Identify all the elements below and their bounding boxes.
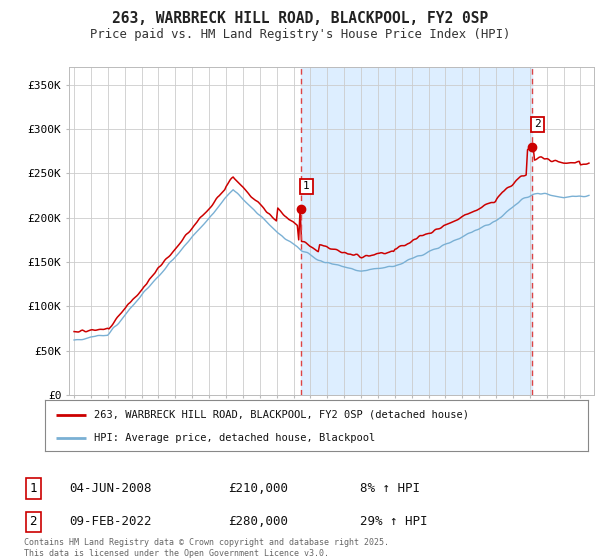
Text: HPI: Average price, detached house, Blackpool: HPI: Average price, detached house, Blac… xyxy=(94,433,375,443)
Text: 2: 2 xyxy=(534,119,541,129)
Text: 09-FEB-2022: 09-FEB-2022 xyxy=(69,515,151,529)
Text: Contains HM Land Registry data © Crown copyright and database right 2025.
This d: Contains HM Land Registry data © Crown c… xyxy=(24,538,389,558)
Text: £280,000: £280,000 xyxy=(228,515,288,529)
Text: £210,000: £210,000 xyxy=(228,482,288,495)
Text: 1: 1 xyxy=(303,181,310,192)
Text: 1: 1 xyxy=(29,482,37,495)
Text: 263, WARBRECK HILL ROAD, BLACKPOOL, FY2 0SP (detached house): 263, WARBRECK HILL ROAD, BLACKPOOL, FY2 … xyxy=(94,409,469,419)
Text: Price paid vs. HM Land Registry's House Price Index (HPI): Price paid vs. HM Land Registry's House … xyxy=(90,28,510,41)
Text: 8% ↑ HPI: 8% ↑ HPI xyxy=(360,482,420,495)
Bar xyxy=(301,67,532,395)
Text: 29% ↑ HPI: 29% ↑ HPI xyxy=(360,515,427,529)
Text: 263, WARBRECK HILL ROAD, BLACKPOOL, FY2 0SP: 263, WARBRECK HILL ROAD, BLACKPOOL, FY2 … xyxy=(112,11,488,26)
Text: 04-JUN-2008: 04-JUN-2008 xyxy=(69,482,151,495)
Text: 2: 2 xyxy=(29,515,37,529)
